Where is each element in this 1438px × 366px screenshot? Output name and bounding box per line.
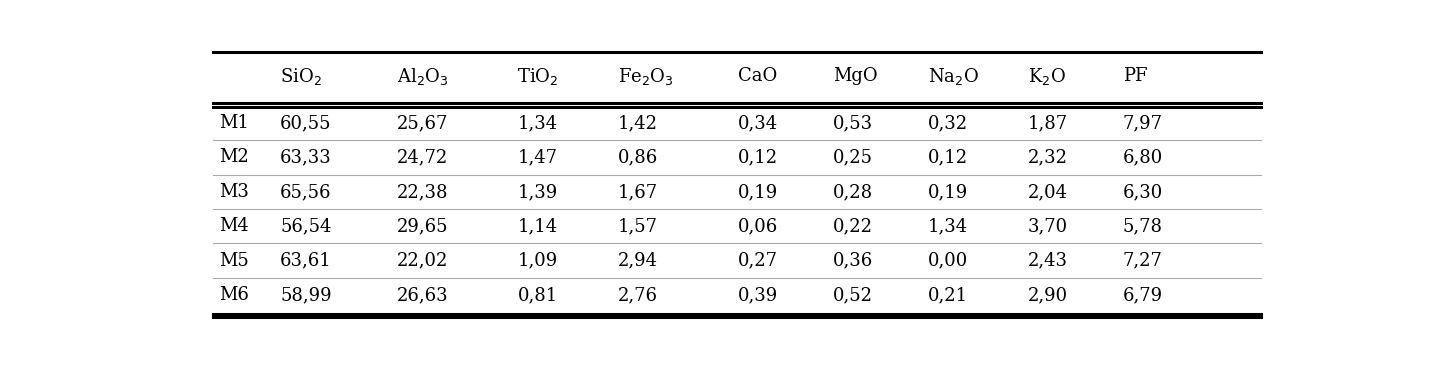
Text: 1,57: 1,57 [618, 217, 657, 235]
Text: 1,09: 1,09 [518, 252, 558, 270]
Text: 22,38: 22,38 [397, 183, 449, 201]
Text: 0,81: 0,81 [518, 286, 558, 304]
Text: 1,87: 1,87 [1028, 114, 1068, 132]
Text: 3,70: 3,70 [1028, 217, 1068, 235]
Text: TiO$_2$: TiO$_2$ [518, 66, 559, 87]
Text: 1,42: 1,42 [618, 114, 657, 132]
Text: 6,80: 6,80 [1123, 149, 1163, 167]
Text: 2,43: 2,43 [1028, 252, 1068, 270]
Text: 2,90: 2,90 [1028, 286, 1068, 304]
Text: CaO: CaO [738, 67, 778, 85]
Text: Na$_2$O: Na$_2$O [928, 66, 978, 87]
Text: 26,63: 26,63 [397, 286, 449, 304]
Text: 0,12: 0,12 [928, 149, 968, 167]
Text: M5: M5 [219, 252, 249, 270]
Text: 0,28: 0,28 [833, 183, 873, 201]
Text: 1,14: 1,14 [518, 217, 558, 235]
Text: 25,67: 25,67 [397, 114, 449, 132]
Text: 22,02: 22,02 [397, 252, 449, 270]
Text: 1,47: 1,47 [518, 149, 558, 167]
Text: 0,22: 0,22 [833, 217, 873, 235]
Text: 24,72: 24,72 [397, 149, 449, 167]
Text: 0,32: 0,32 [928, 114, 968, 132]
Text: 7,27: 7,27 [1123, 252, 1162, 270]
Text: 2,04: 2,04 [1028, 183, 1068, 201]
Text: 0,34: 0,34 [738, 114, 778, 132]
Text: 0,19: 0,19 [738, 183, 778, 201]
Text: 0,52: 0,52 [833, 286, 873, 304]
Text: 1,34: 1,34 [928, 217, 968, 235]
Text: M6: M6 [219, 286, 249, 304]
Text: 5,78: 5,78 [1123, 217, 1162, 235]
Text: 0,39: 0,39 [738, 286, 778, 304]
Text: 63,61: 63,61 [280, 252, 332, 270]
Text: 0,00: 0,00 [928, 252, 968, 270]
Text: M3: M3 [219, 183, 249, 201]
Text: 56,54: 56,54 [280, 217, 331, 235]
Text: PF: PF [1123, 67, 1148, 85]
Text: 2,32: 2,32 [1028, 149, 1068, 167]
Text: 0,27: 0,27 [738, 252, 778, 270]
Text: Al$_2$O$_3$: Al$_2$O$_3$ [397, 66, 449, 87]
Text: 29,65: 29,65 [397, 217, 449, 235]
Text: 6,30: 6,30 [1123, 183, 1163, 201]
Text: 0,06: 0,06 [738, 217, 778, 235]
Text: M2: M2 [219, 149, 249, 167]
Text: 0,86: 0,86 [618, 149, 659, 167]
Text: 1,39: 1,39 [518, 183, 558, 201]
Text: 0,25: 0,25 [833, 149, 873, 167]
Text: 1,67: 1,67 [618, 183, 657, 201]
Text: 65,56: 65,56 [280, 183, 332, 201]
Text: 58,99: 58,99 [280, 286, 332, 304]
Text: Fe$_2$O$_3$: Fe$_2$O$_3$ [618, 66, 673, 87]
Text: 0,53: 0,53 [833, 114, 873, 132]
Text: 0,21: 0,21 [928, 286, 968, 304]
Text: K$_2$O: K$_2$O [1028, 66, 1066, 87]
Text: M1: M1 [219, 114, 249, 132]
Text: 63,33: 63,33 [280, 149, 332, 167]
Text: M4: M4 [219, 217, 249, 235]
Text: 0,36: 0,36 [833, 252, 873, 270]
Text: 2,76: 2,76 [618, 286, 657, 304]
Text: 0,12: 0,12 [738, 149, 778, 167]
Text: 0,19: 0,19 [928, 183, 968, 201]
Text: 6,79: 6,79 [1123, 286, 1163, 304]
Text: SiO$_2$: SiO$_2$ [280, 66, 322, 87]
Text: 7,97: 7,97 [1123, 114, 1162, 132]
Text: 2,94: 2,94 [618, 252, 657, 270]
Text: MgO: MgO [833, 67, 877, 85]
Text: 1,34: 1,34 [518, 114, 558, 132]
Text: 60,55: 60,55 [280, 114, 332, 132]
